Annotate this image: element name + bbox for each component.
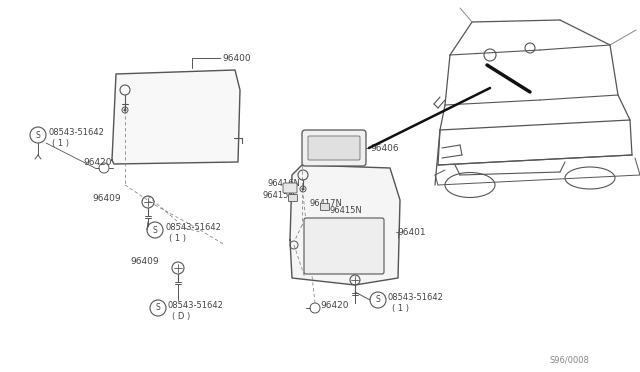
Text: ( D ): ( D )	[172, 311, 190, 321]
Polygon shape	[112, 70, 240, 164]
Text: 96415N: 96415N	[330, 205, 363, 215]
FancyBboxPatch shape	[321, 203, 330, 211]
Text: ( 1 ): ( 1 )	[52, 138, 69, 148]
Text: 96420: 96420	[83, 157, 111, 167]
FancyBboxPatch shape	[304, 218, 384, 274]
Circle shape	[301, 187, 305, 190]
FancyBboxPatch shape	[283, 183, 297, 193]
Text: 08543-51642: 08543-51642	[165, 222, 221, 231]
Text: 96401: 96401	[397, 228, 426, 237]
Text: 96409: 96409	[92, 193, 120, 202]
Text: 08543-51642: 08543-51642	[48, 128, 104, 137]
Text: ( 1 ): ( 1 )	[169, 234, 186, 243]
Text: S96/0008: S96/0008	[550, 356, 590, 365]
FancyBboxPatch shape	[308, 136, 360, 160]
Text: 96415N: 96415N	[263, 190, 296, 199]
Text: 96406: 96406	[370, 144, 399, 153]
Text: S: S	[36, 131, 40, 140]
Text: 96420: 96420	[320, 301, 349, 310]
FancyBboxPatch shape	[289, 195, 298, 202]
Polygon shape	[290, 165, 400, 285]
Text: ( 1 ): ( 1 )	[392, 304, 409, 312]
Text: 08543-51642: 08543-51642	[388, 292, 444, 301]
Text: S: S	[376, 295, 380, 305]
Text: 96417N: 96417N	[310, 199, 343, 208]
Text: 96416N: 96416N	[268, 179, 301, 187]
Circle shape	[124, 109, 127, 112]
Text: 08543-51642: 08543-51642	[168, 301, 224, 310]
Text: S: S	[152, 225, 157, 234]
Text: 96400: 96400	[222, 54, 251, 62]
FancyBboxPatch shape	[302, 130, 366, 166]
Text: S: S	[156, 304, 161, 312]
Text: 96409: 96409	[130, 257, 159, 266]
